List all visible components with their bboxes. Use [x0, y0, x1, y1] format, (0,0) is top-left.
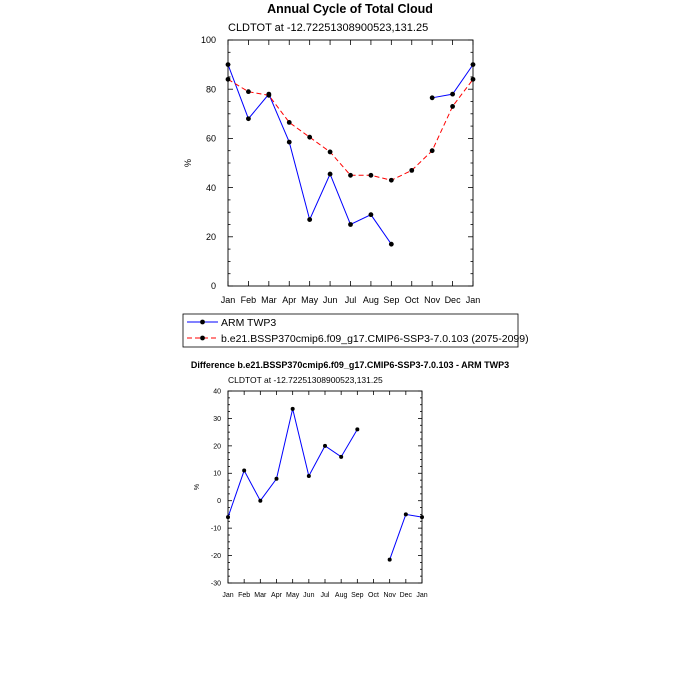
data-point — [470, 76, 476, 82]
series-1 — [225, 76, 476, 183]
legend-label-model: b.e21.BSSP370cmip6.f09_g17.CMIP6-SSP3-7.… — [221, 333, 529, 345]
data-point — [368, 172, 374, 178]
data-point — [274, 476, 279, 481]
data-point — [420, 515, 424, 520]
y-tick-label: 40 — [213, 388, 221, 395]
data-point — [348, 222, 353, 227]
x-tick-label: Jun — [323, 295, 338, 305]
data-point — [450, 91, 455, 97]
x-tick-label: Jul — [321, 592, 330, 599]
data-point — [286, 120, 292, 125]
data-point — [429, 148, 435, 154]
x-tick-label: Jan — [416, 592, 427, 599]
data-point — [290, 406, 295, 411]
legend-marker-model — [200, 335, 205, 341]
y-tick-label: 60 — [206, 134, 216, 144]
x-tick-label: Sep — [383, 295, 399, 305]
series-line — [389, 513, 423, 560]
series-0 — [226, 406, 424, 562]
data-point — [242, 468, 247, 473]
difference-plot: -30 -20 -10 0 10 20 30 40 Jan Feb Mar Apr May Jun Jul A… — [194, 388, 428, 599]
data-point — [323, 443, 327, 448]
x-tick-label: Jan — [221, 295, 236, 305]
y-tick-label: -10 — [211, 526, 221, 533]
x-tick-label: Jun — [303, 592, 314, 599]
diff-chart-title: Difference b.e21.BSSP370cmip6.f09_g17.CM… — [191, 360, 509, 370]
data-point — [388, 241, 394, 247]
x-tick-label: Jul — [345, 295, 357, 305]
y-tick-label: -30 — [211, 580, 221, 587]
x-tick-label: Mar — [254, 592, 267, 599]
y-tick-label: 20 — [206, 232, 216, 242]
y-axis-label: % — [183, 159, 193, 167]
data-point — [387, 557, 392, 562]
data-point — [327, 149, 333, 155]
series-line — [227, 408, 358, 518]
x-tick-label: Apr — [271, 592, 283, 599]
data-point — [246, 116, 251, 122]
data-point — [355, 427, 360, 432]
data-point — [307, 134, 313, 140]
x-tick-label: May — [286, 592, 300, 599]
data-point — [225, 62, 231, 67]
y-tick-label: 20 — [213, 443, 221, 450]
x-tick-label: Apr — [282, 295, 296, 305]
data-point — [327, 171, 333, 177]
plot-frame — [227, 390, 423, 584]
data-point — [286, 139, 292, 145]
y-tick-label: 80 — [206, 84, 216, 94]
x-tick-label: Jan — [222, 592, 233, 599]
legend: ARM TWP3 b.e21.BSSP370cmip6.f09_g17.CMIP… — [182, 313, 529, 348]
x-tick-label: Feb — [238, 592, 250, 599]
x-tick-label: Mar — [261, 295, 277, 305]
x-tick-label: May — [301, 295, 319, 305]
data-point — [246, 89, 251, 95]
y-tick-label: 0 — [211, 281, 216, 291]
y-tick-label: 40 — [206, 183, 216, 193]
x-tick-label: Sep — [351, 592, 364, 599]
x-tick-label: Nov — [424, 295, 441, 305]
legend-box — [182, 313, 519, 348]
data-point — [409, 167, 415, 173]
data-point — [306, 474, 311, 479]
x-tick-label: Dec — [445, 295, 462, 305]
data-point — [307, 217, 313, 222]
y-tick-label: 100 — [201, 35, 216, 45]
y-tick-label: -20 — [211, 553, 221, 560]
x-tick-label: Feb — [241, 295, 257, 305]
data-point — [403, 512, 408, 517]
series-0 — [225, 62, 476, 247]
data-point — [258, 498, 263, 503]
data-point — [348, 172, 353, 178]
legend-marker-arm — [200, 319, 205, 325]
series-line — [227, 78, 474, 181]
x-tick-label: Oct — [405, 295, 420, 305]
data-point — [339, 454, 344, 459]
data-point — [470, 62, 476, 67]
legend-label-arm: ARM TWP3 — [221, 317, 276, 329]
data-point — [429, 95, 435, 101]
x-tick-label: Oct — [368, 592, 379, 599]
plot-frame — [227, 39, 474, 287]
data-point — [266, 92, 272, 98]
data-point — [368, 212, 374, 218]
y-tick-label: 10 — [213, 471, 221, 478]
data-point — [388, 177, 394, 183]
chart-subtitle: CLDTOT at -12.72251308900523,131.25 — [228, 22, 428, 34]
x-tick-label: Jan — [466, 295, 481, 305]
x-tick-label: Nov — [383, 592, 396, 599]
chart-title: Annual Cycle of Total Cloud — [267, 2, 433, 16]
y-axis-label: % — [194, 484, 201, 490]
data-point — [225, 76, 231, 82]
data-point — [226, 515, 230, 520]
x-tick-label: Aug — [335, 592, 348, 599]
y-tick-label: 0 — [217, 498, 221, 505]
y-tick-label: 30 — [213, 416, 221, 423]
data-point — [450, 104, 455, 109]
x-tick-label: Dec — [400, 592, 413, 599]
x-tick-label: Aug — [363, 295, 379, 305]
cycle-plot: 0 20 40 60 80 100 Jan Feb Mar Apr May Jun Jul Aug Sep O… — [183, 35, 480, 305]
diff-chart-subtitle: CLDTOT at -12.72251308900523,131.25 — [228, 375, 383, 385]
